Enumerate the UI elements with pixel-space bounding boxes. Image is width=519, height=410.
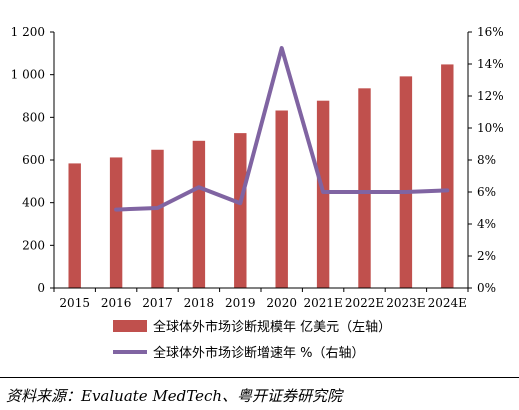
legend-bar-swatch — [113, 320, 147, 332]
legend: 全球体外市场诊断规模年 亿美元（左轴） 全球体外市场诊断增速年 %（右轴） — [113, 319, 391, 361]
left-tick-label: 1 200 — [11, 25, 45, 39]
line-point-2017 — [157, 207, 158, 209]
x-tick-label: 2022E — [345, 296, 384, 310]
x-tick-label: 2017 — [142, 296, 173, 310]
x-tick-label: 2021E — [303, 296, 342, 310]
x-tick-label: 2016 — [101, 296, 132, 310]
left-tick-label: 0 — [37, 281, 45, 295]
line-point-2023E — [405, 191, 407, 193]
bar-2020 — [275, 110, 288, 288]
right-tick-label: 0% — [477, 281, 496, 295]
line-point-2018 — [198, 186, 200, 188]
legend-bar-label: 全球体外市场诊断规模年 亿美元（左轴） — [153, 319, 391, 335]
bar-2021E — [316, 100, 330, 289]
right-tick-label: 16% — [477, 25, 504, 39]
right-tick-label: 2% — [477, 249, 496, 263]
left-tick-label: 600 — [22, 153, 45, 167]
x-tick-label: 2019 — [225, 296, 256, 310]
bar-2024E — [441, 64, 454, 288]
line-point-2024E — [446, 189, 448, 191]
x-tick-label: 2020 — [266, 296, 297, 310]
x-tick-label: 2023E — [386, 296, 425, 310]
bar-series — [68, 64, 454, 289]
x-tick-label: 2015 — [59, 296, 90, 310]
axes: 0 200 400 600 800 1 000 1 200 0% 2% 4% 6% 8% 10% 12% 1… — [11, 25, 504, 310]
left-tick-label: 200 — [22, 238, 45, 252]
right-tick-label: 8% — [477, 153, 496, 167]
bar-2015 — [68, 163, 81, 288]
bar-2022E — [358, 88, 371, 288]
right-tick-label: 12% — [477, 89, 504, 103]
source-note: 资料来源：Evaluate MedTech、粤开证券研究院 — [6, 387, 343, 405]
line-point-2022E — [364, 191, 365, 193]
bar-2016 — [109, 157, 123, 288]
bar-2019 — [234, 133, 247, 288]
line-point-2021E — [322, 191, 324, 193]
bar-2018 — [192, 140, 206, 288]
x-tick-label: 2018 — [184, 296, 215, 310]
left-tick-label: 400 — [22, 196, 45, 210]
left-tick-label: 1 000 — [11, 68, 45, 82]
right-tick-label: 10% — [477, 121, 504, 135]
left-tick-label: 800 — [22, 110, 45, 124]
right-tick-label: 4% — [477, 217, 496, 231]
x-tick-label: 2024E — [428, 296, 467, 310]
line-series — [114, 46, 450, 212]
bar-2017 — [151, 149, 164, 288]
line-point-2019 — [239, 202, 241, 204]
line-point-2016 — [115, 209, 117, 211]
legend-line-label: 全球体外市场诊断增速年 %（右轴） — [153, 345, 365, 361]
source-divider — [0, 377, 519, 378]
line-point-2020 — [281, 47, 283, 49]
bar-2023E — [399, 76, 413, 288]
right-tick-label: 6% — [477, 185, 496, 199]
right-tick-label: 14% — [477, 57, 504, 71]
